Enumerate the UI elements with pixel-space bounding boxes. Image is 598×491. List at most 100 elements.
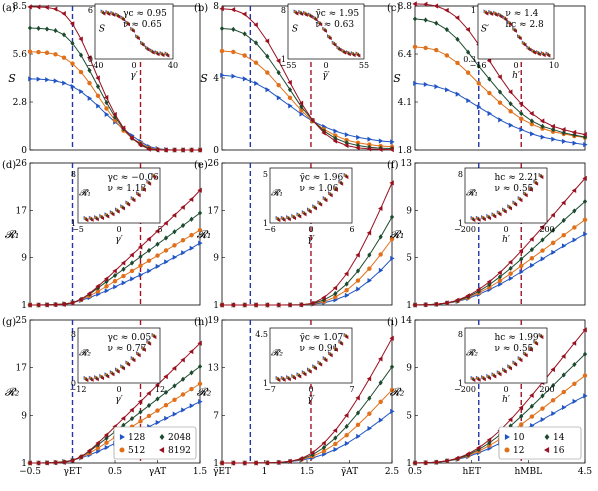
- data-point: [61, 11, 66, 17]
- inset-point: [499, 14, 503, 19]
- inset-frame: [77, 167, 161, 224]
- inset-x-tick-label: −55: [280, 61, 297, 70]
- x-tick-label: hET: [462, 467, 480, 477]
- inset-point: [524, 193, 528, 198]
- data-point: [540, 248, 545, 253]
- data-point: [86, 448, 92, 454]
- data-point: [390, 408, 395, 414]
- data-point: [276, 82, 281, 88]
- data-point: [344, 142, 349, 149]
- data-point: [355, 278, 361, 283]
- data-point: [180, 357, 185, 363]
- data-point: [69, 458, 75, 464]
- inset-point: [529, 348, 533, 352]
- data-point: [333, 133, 338, 138]
- axes-frame: [29, 162, 201, 306]
- series-line: [30, 212, 201, 306]
- inset-point: [287, 377, 291, 382]
- series-line: [414, 233, 586, 306]
- data-point: [582, 351, 588, 357]
- data-point: [112, 114, 118, 120]
- data-point: [466, 49, 471, 55]
- inset-x-tick-label: 0: [503, 225, 508, 234]
- data-point: [61, 55, 67, 60]
- data-point: [389, 364, 395, 370]
- data-point: [423, 81, 429, 88]
- data-point: [378, 417, 384, 423]
- inset-point: [498, 372, 502, 377]
- data-point: [197, 227, 203, 233]
- data-point: [582, 327, 587, 333]
- inset-point: [131, 29, 135, 33]
- data-point: [198, 240, 203, 246]
- inset-point: [329, 193, 333, 198]
- inset-y-label: 𝓡₂: [271, 349, 283, 359]
- data-point: [146, 247, 152, 254]
- inset-annotation: ν ≈ 1.13: [108, 184, 147, 194]
- data-point: [321, 448, 327, 454]
- data-point: [540, 406, 545, 411]
- y-tick-label: 1: [406, 459, 412, 469]
- data-point: [367, 252, 372, 258]
- panel-c: 1.8 4.1 6.4 8.8(c) S 0.3 1 −16 0 10 h′ S′ ν ≈ 1.4hc …: [387, 1, 588, 156]
- data-point: [79, 88, 84, 95]
- inset-y-label: 𝓡₁: [79, 189, 91, 199]
- data-point: [299, 108, 304, 113]
- axes-frame: [414, 319, 586, 464]
- inset-annotation: ν ≈ 0.91: [300, 344, 339, 354]
- inset-x-tick-label: −6: [264, 225, 276, 234]
- data-point: [95, 440, 100, 446]
- inset: 1 8 −5 0 5 γ′ 𝓡₁ γc ≈ −0.06ν ≈ 1.13: [71, 167, 163, 245]
- data-point: [172, 243, 177, 248]
- panel-f: 1 5 9 13(f) 𝓡₁ 1 8 −200 0 200 h′ 𝓡₁ hc ≈ 2.21ν ≈ 0.5…: [387, 159, 588, 311]
- panel-label: (a): [2, 3, 16, 14]
- data-point: [367, 277, 372, 284]
- inset-point: [523, 43, 527, 47]
- data-point: [242, 460, 247, 466]
- data-point: [571, 129, 577, 135]
- data-point: [230, 302, 236, 308]
- y-axis-label: S: [200, 72, 208, 85]
- data-point: [529, 110, 534, 117]
- inset-point: [504, 17, 508, 22]
- series-line: [221, 74, 393, 143]
- inset-point: [524, 353, 528, 358]
- data-point: [444, 7, 449, 13]
- data-point: [298, 100, 304, 106]
- data-point: [96, 103, 101, 109]
- data-point: [242, 53, 247, 58]
- data-point: [276, 70, 281, 76]
- data-point: [389, 180, 394, 186]
- data-point: [344, 132, 350, 138]
- inset-point: [519, 198, 523, 203]
- inset-point: [142, 187, 146, 192]
- data-point: [154, 228, 160, 234]
- data-point: [155, 253, 160, 258]
- inset-annotation: γc ≈ 0.95: [123, 9, 167, 19]
- y-tick-label: 1: [213, 459, 219, 469]
- y-tick-label: 1: [213, 301, 219, 311]
- inset-x-tick-label: −5: [72, 225, 84, 234]
- data-point: [104, 440, 109, 445]
- data-point: [465, 27, 470, 33]
- data-point: [129, 407, 134, 413]
- legend-label: 128: [128, 433, 145, 443]
- inset-point: [347, 52, 351, 57]
- inset-point: [102, 11, 106, 16]
- data-point: [497, 278, 503, 283]
- inset-point: [142, 188, 146, 192]
- data-point: [466, 97, 471, 104]
- x-tick-label: −0.5: [19, 467, 41, 477]
- data-point: [433, 301, 439, 307]
- data-point: [197, 381, 203, 386]
- inset-point: [503, 369, 507, 374]
- data-point: [163, 220, 168, 226]
- data-point: [104, 435, 109, 441]
- data-point: [103, 94, 109, 101]
- data-point: [551, 126, 556, 133]
- data-point: [265, 87, 270, 93]
- legend-marker: [544, 447, 550, 453]
- inset-y-tick-label: 1: [263, 379, 268, 388]
